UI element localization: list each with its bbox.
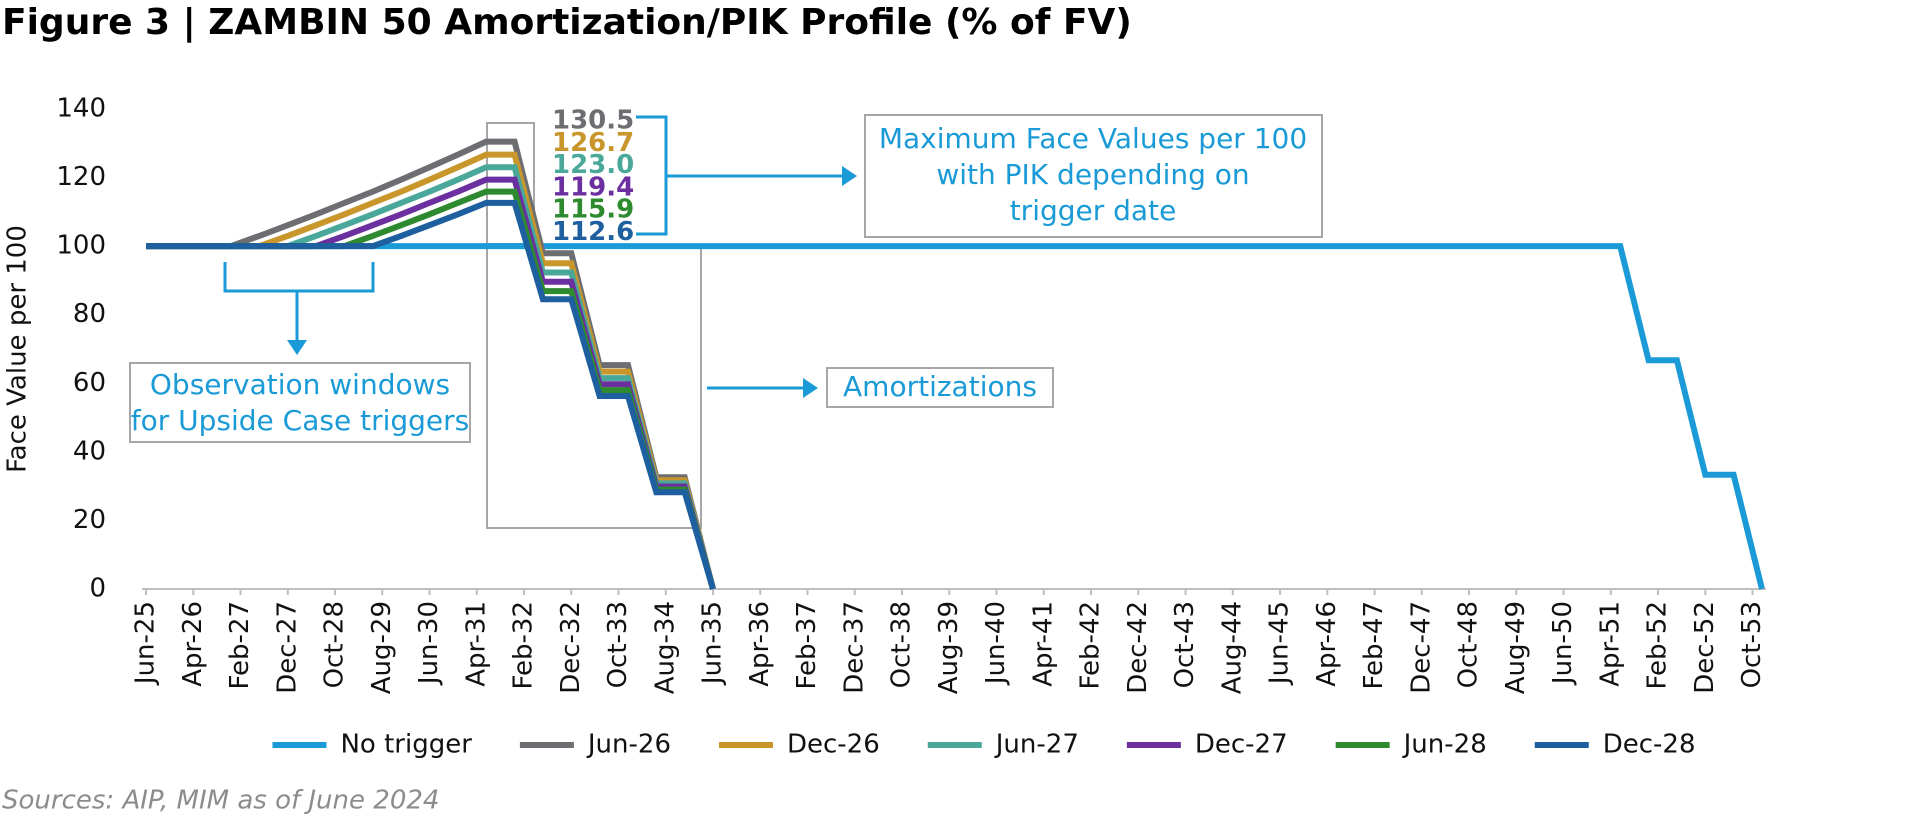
x-tick-label: Aug-39 xyxy=(934,601,964,694)
annotation-text: for Upside Case triggers xyxy=(131,404,470,437)
x-tick-label: Apr-41 xyxy=(1028,601,1058,687)
x-tick-label: Feb-52 xyxy=(1643,601,1673,690)
peak-bracket xyxy=(636,115,842,236)
x-tick-label: Feb-32 xyxy=(509,601,539,690)
arrow-head xyxy=(803,378,818,398)
x-tick-label: Dec-52 xyxy=(1690,601,1720,694)
x-tick-label: Apr-26 xyxy=(178,601,208,687)
legend-label: No trigger xyxy=(340,730,472,760)
peak-box xyxy=(864,114,1323,238)
value-label: 130.5 xyxy=(552,106,634,136)
x-tick-label: Dec-37 xyxy=(839,601,869,694)
value-label: 123.0 xyxy=(552,150,634,180)
value-label: 115.9 xyxy=(552,195,634,225)
x-tick-label: Feb-47 xyxy=(1359,601,1389,690)
arrow-head xyxy=(842,166,857,186)
x-tick-label: Feb-42 xyxy=(1076,601,1106,690)
y-tick-label: 100 xyxy=(56,231,106,261)
y-tick-label: 80 xyxy=(73,299,106,329)
x-tick-label: Oct-33 xyxy=(603,601,633,688)
legend-label: Jun-27 xyxy=(994,730,1079,760)
x-tick-label: Oct-43 xyxy=(1170,601,1200,688)
x-tick-label: Apr-36 xyxy=(745,601,775,687)
x-tick-label: Oct-48 xyxy=(1454,601,1484,688)
series-line xyxy=(146,138,716,590)
y-tick-label: 20 xyxy=(73,505,106,535)
x-tick-label: Aug-34 xyxy=(650,601,680,694)
x-tick-label: Dec-47 xyxy=(1406,601,1436,694)
value-label: 119.4 xyxy=(552,172,634,202)
source-note: Sources: AIP, MIM as of June 2024 xyxy=(2,786,439,814)
value-label: 126.7 xyxy=(552,128,634,158)
arrow-head xyxy=(287,340,307,355)
chart-title: Figure 3 | ZAMBIN 50 Amortization/PIK Pr… xyxy=(2,2,1132,43)
x-tick-label: Jun-50 xyxy=(1548,601,1578,686)
x-tick-label: Jun-40 xyxy=(981,601,1011,686)
observation-bracket xyxy=(223,262,375,340)
x-tick-label: Aug-49 xyxy=(1501,601,1531,694)
y-tick-label: 120 xyxy=(56,162,106,192)
annotation-layer xyxy=(129,114,1323,529)
y-tick-label: 140 xyxy=(56,94,106,124)
x-tick-label: Oct-28 xyxy=(320,601,350,688)
series-line xyxy=(146,243,1765,590)
annotation-text: Observation windows xyxy=(150,368,450,401)
x-tick-label: Dec-42 xyxy=(1123,601,1153,694)
x-tick-label: Apr-46 xyxy=(1312,601,1342,687)
x-tick-label: Jun-30 xyxy=(414,601,444,686)
legend-label: Jun-26 xyxy=(586,730,671,760)
x-tick-label: Apr-31 xyxy=(461,601,491,687)
annotation-text: with PIK depending on xyxy=(936,158,1249,191)
x-tick-label: Jun-35 xyxy=(698,601,728,686)
annotation-text: Maximum Face Values per 100 xyxy=(879,122,1307,155)
x-tick-label: Dec-27 xyxy=(272,601,302,694)
series-line xyxy=(146,199,716,590)
amortization-box xyxy=(826,367,1054,408)
legend-label: Dec-28 xyxy=(1603,730,1696,760)
y-tick-label: 0 xyxy=(89,574,106,604)
annotation-text: Amortizations xyxy=(843,370,1037,403)
legend-label: Dec-26 xyxy=(787,730,880,760)
y-axis-title: Face Value per 100 xyxy=(3,225,33,473)
x-tick-label: Aug-44 xyxy=(1217,601,1247,694)
x-tick-label: Oct-38 xyxy=(887,601,917,688)
observation-box xyxy=(129,362,471,443)
annotation-text: trigger date xyxy=(1010,194,1177,227)
x-tick-label: Aug-29 xyxy=(367,601,397,694)
y-tick-label: 40 xyxy=(73,436,106,466)
value-label: 112.6 xyxy=(552,217,634,247)
x-tick-label: Feb-37 xyxy=(792,601,822,690)
x-tick-label: Apr-51 xyxy=(1595,601,1625,687)
x-tick-label: Jun-45 xyxy=(1265,601,1295,686)
legend-label: Jun-28 xyxy=(1402,730,1487,760)
x-tick-label: Jun-25 xyxy=(131,601,161,686)
x-tick-label: Dec-32 xyxy=(556,601,586,694)
y-tick-label: 60 xyxy=(73,368,106,398)
legend-label: Dec-27 xyxy=(1195,730,1288,760)
x-tick-label: Oct-53 xyxy=(1737,601,1767,688)
x-tick-label: Feb-27 xyxy=(225,601,255,690)
